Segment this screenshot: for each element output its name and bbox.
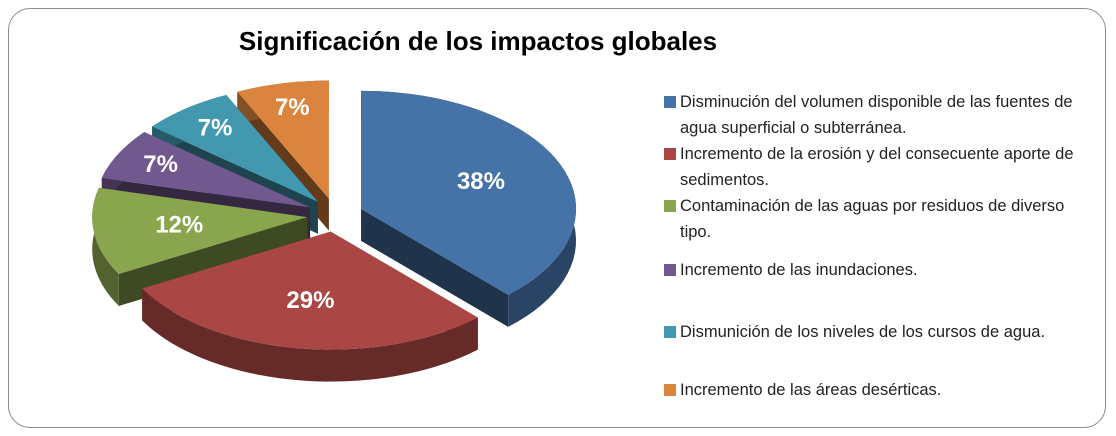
legend-swatch <box>664 200 676 212</box>
pie-slice <box>237 80 329 199</box>
pie-slice <box>92 187 308 274</box>
data-label: 29% <box>286 287 334 314</box>
legend-label: Disminución del volumen disponible de la… <box>680 93 1073 137</box>
pie-slice-group <box>142 231 478 382</box>
legend-label: Incremento de las áreas desérticas. <box>680 381 942 399</box>
slice-wall <box>361 208 509 327</box>
pie-slice <box>361 90 577 295</box>
data-label: 38% <box>457 168 505 195</box>
legend-entry: Disminución del volumen disponible de la… <box>664 89 1094 141</box>
legend-entry: Incremento de la erosión y del consecuen… <box>664 141 1094 193</box>
pie-slice-group <box>361 90 577 327</box>
legend-swatch <box>664 384 676 396</box>
data-label: 7% <box>275 94 310 121</box>
legend-label: Dismunición de los niveles de los cursos… <box>680 323 1046 341</box>
legend-swatch <box>664 326 676 338</box>
legend-entry: Incremento de las inundaciones. <box>664 257 1094 283</box>
pie-slice <box>101 132 311 208</box>
slice-side <box>142 288 478 382</box>
legend-label: Incremento de la erosión y del consecuen… <box>680 145 1074 189</box>
legend-entry: Dismunición de los niveles de los cursos… <box>664 319 1094 345</box>
legend-entry: Incremento de las áreas desérticas. <box>664 377 1094 403</box>
chart-title: Significación de los impactos globales <box>239 26 717 56</box>
legend-entry: Contaminación de las aguas por residuos … <box>664 193 1094 245</box>
legend-swatch <box>664 148 676 160</box>
data-label: 12% <box>155 211 203 238</box>
chart-frame <box>8 8 1106 428</box>
pie-slice <box>152 94 318 202</box>
pie-slice <box>142 231 478 350</box>
legend-swatch <box>664 264 676 276</box>
data-label: 7% <box>143 151 178 178</box>
data-label: 7% <box>198 114 233 141</box>
legend-label: Incremento de las inundaciones. <box>680 261 918 279</box>
legend-swatch <box>664 96 676 108</box>
legend-label: Contaminación de las aguas por residuos … <box>680 197 1065 241</box>
